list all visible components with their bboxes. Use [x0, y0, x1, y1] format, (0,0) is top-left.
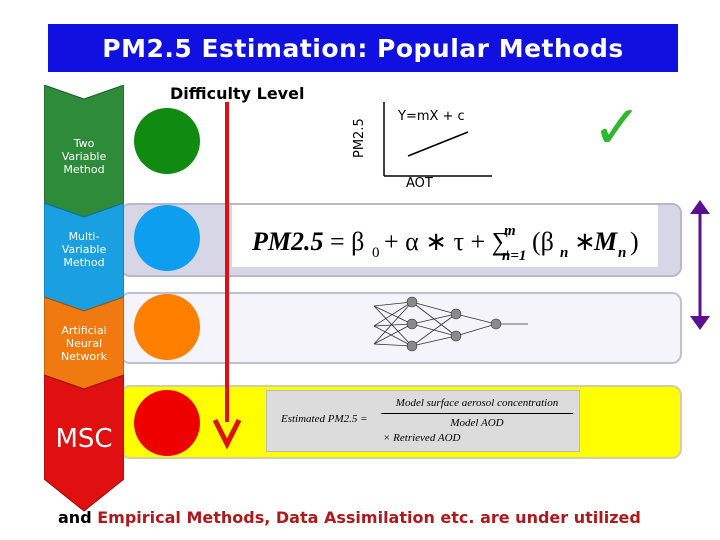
method-label-two-variable: Two Variable Method — [61, 137, 107, 176]
bottom-note: and Empirical Methods, Data Assimilation… — [58, 508, 641, 527]
difficulty-level-label: Difficulty Level — [170, 84, 305, 103]
svg-text:+ α ∗ τ + ∑: + α ∗ τ + ∑ — [384, 227, 510, 256]
method-chevrons — [43, 84, 125, 515]
mini-plot-xlabel: AOT — [406, 176, 433, 191]
svg-text:(β: (β — [532, 227, 554, 256]
circle-multi-variable — [134, 205, 200, 271]
formula-msc-lhs: Estimated PM2.5 = — [281, 413, 368, 425]
bottom-note-rest: Empirical Methods, Data Assimilation etc… — [97, 508, 641, 527]
svg-text:): ) — [630, 227, 639, 256]
mini-plot — [358, 100, 498, 192]
svg-text:= β: = β — [330, 227, 364, 256]
formula-msc-card: Estimated PM2.5 = Model surface aerosol … — [266, 390, 580, 452]
svg-text:∗: ∗ — [574, 227, 596, 256]
check-icon: ✓ — [592, 93, 643, 163]
svg-text:n: n — [618, 245, 626, 261]
svg-text:M: M — [593, 227, 618, 256]
circle-msc — [134, 390, 200, 456]
method-label-msc: MSC — [55, 424, 113, 454]
formula-msc-denominator: Model AOD — [450, 417, 504, 429]
formula-msc-tail: × Retrieved AOD — [383, 432, 461, 444]
method-label-ann: Artificial Neural Network — [61, 324, 107, 363]
slide-title: PM2.5 Estimation: Popular Methods — [102, 33, 624, 63]
mini-plot-ylabel: PM2.5 — [352, 118, 367, 158]
svg-text:0: 0 — [372, 245, 380, 261]
formula-mlr-card: PM2.5 = β 0 + α ∗ τ + ∑ m n=1 (β n ∗ M n… — [232, 205, 658, 267]
title-bar: PM2.5 Estimation: Popular Methods — [48, 24, 678, 72]
formula-mlr: PM2.5 = β 0 + α ∗ τ + ∑ m n=1 (β n ∗ M n… — [251, 223, 639, 264]
circle-ann — [134, 294, 200, 360]
svg-text:m: m — [504, 223, 516, 239]
mini-plot-equation: Y=mX + c — [398, 109, 465, 124]
svg-text:n: n — [560, 245, 568, 261]
method-label-multi-variable: Multi- Variable Method — [61, 230, 107, 269]
svg-text:PM2.5: PM2.5 — [251, 227, 324, 256]
fraction-bar — [381, 413, 573, 414]
svg-text:n=1: n=1 — [502, 248, 526, 264]
double-arrow-icon — [686, 200, 714, 330]
difficulty-arrow — [212, 102, 242, 452]
formula-msc-numerator: Model surface aerosol concentration — [395, 397, 559, 409]
neural-network-diagram — [368, 296, 538, 356]
circle-two-variable — [134, 108, 200, 174]
row-band-ann — [120, 292, 682, 364]
mini-plot-regression-line — [407, 131, 469, 157]
bottom-note-lead: and — [58, 508, 98, 527]
